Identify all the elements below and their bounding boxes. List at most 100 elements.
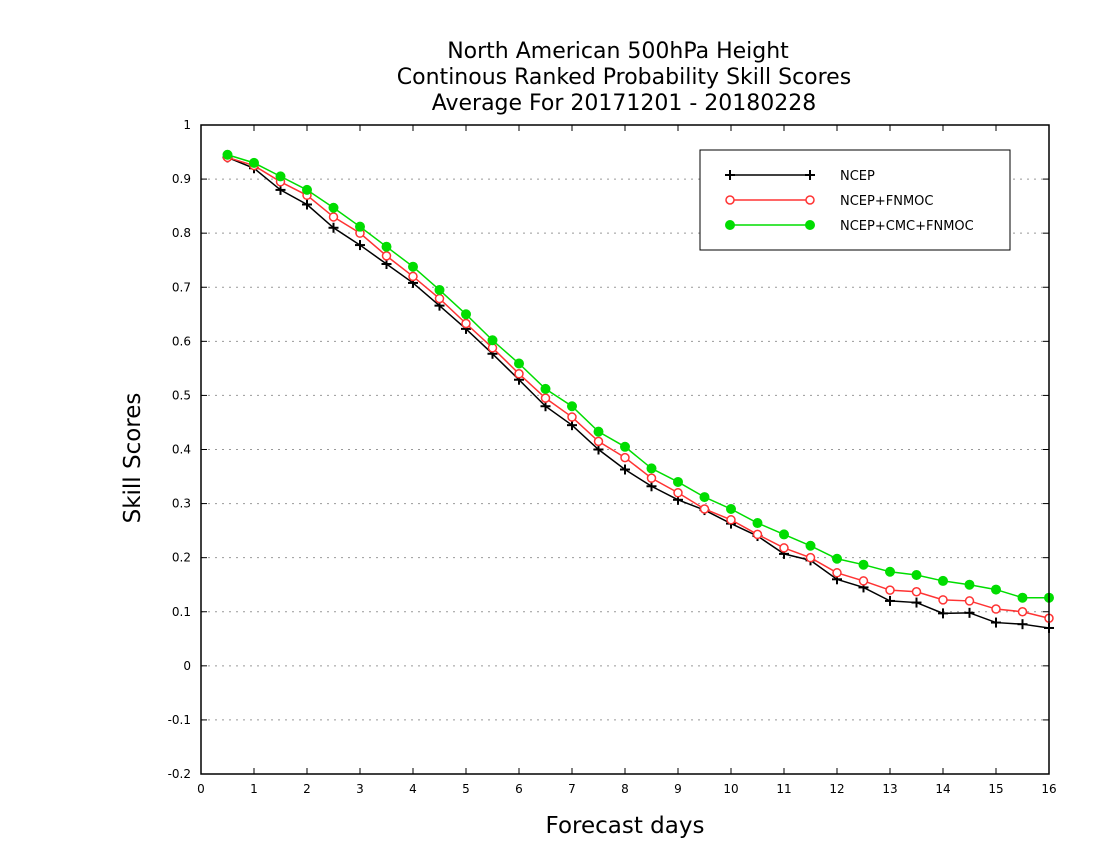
data-point [540,393,551,403]
y-tick-label: 0.7 [172,280,191,294]
y-tick-label: 0.8 [172,226,191,240]
data-point [275,171,286,182]
legend-marker [805,170,815,180]
data-point [938,595,948,605]
data-point [673,476,683,487]
legend-label: NCEP+CMC+FNMOC [840,219,974,234]
data-point [646,463,657,474]
data-point [514,358,524,369]
x-tick-label: 10 [723,782,738,796]
x-tick-label: 13 [882,782,897,796]
data-point [885,585,895,595]
data-point [938,608,948,619]
axis-ticks: 10.90.80.70.60.50.40.30.20.10-0.1-0.20 1 2… [168,118,1057,796]
data-point [991,584,1001,595]
x-tick-label: 14 [935,782,950,796]
data-point [858,559,869,570]
data-point [646,473,657,483]
legend-marker [725,220,735,230]
data-point [355,221,365,232]
y-tick-label: 0.3 [172,497,191,511]
x-tick-label: 7 [568,782,576,796]
data-point [620,464,630,475]
data-point [752,518,763,529]
legend: NCEP NCEP+FNMOC NCEP+CMC+FNMOC [699,149,1011,251]
data-point [408,261,418,272]
data-point [911,586,922,597]
data-point [461,318,471,329]
data-point [885,566,895,577]
data-point [726,515,736,525]
x-tick-label: 9 [674,782,682,796]
data-point [832,553,842,564]
x-tick-label: 2 [303,782,311,796]
data-point [699,492,710,503]
title-line-1: North American 500hPa Height [447,39,789,64]
data-point [885,595,895,606]
title-line-3: Average For 20171201 - 20180228 [432,91,817,116]
y-tick-label: 0.4 [172,443,191,457]
data-point [434,293,445,304]
data-point [434,284,445,295]
data-point [302,199,312,210]
y-tick-label: 0.9 [172,172,191,186]
data-point [964,607,975,618]
data-point [381,241,392,252]
data-point [779,529,789,540]
y-tick-label: 0.6 [172,334,191,348]
data-point [779,543,789,553]
plot-frame [200,124,1050,775]
legend-item: NCEP [725,169,875,184]
data-point [620,441,630,452]
title-line-2: Continous Ranked Probability Skill Score… [397,65,851,90]
data-point [567,401,577,412]
y-axis-label: Skill Scores [120,393,146,524]
y-tick-label: -0.2 [168,767,191,781]
data-point [328,202,339,213]
data-point [964,596,975,606]
data-point [805,540,816,551]
x-tick-label: 0 [197,782,205,796]
data-point [540,383,551,394]
legend-label: NCEP+FNMOC [840,194,933,209]
x-tick-label: 11 [776,782,791,796]
data-point [1017,592,1028,603]
data-point [487,335,498,346]
data-point [911,569,922,580]
x-tick-label: 4 [409,782,417,796]
legend-item: NCEP+CMC+FNMOC [725,219,974,234]
data-point [461,309,471,320]
data-point [938,575,948,586]
data-point [699,504,710,514]
data-point [726,503,736,514]
legend-marker [805,220,815,230]
data-point [991,617,1001,628]
legend-marker [725,170,735,180]
data-point [408,271,418,282]
y-tick-label: 0.5 [172,388,191,402]
data-point [302,184,312,195]
data-point [1017,607,1028,617]
data-point [991,604,1001,614]
data-point [540,401,551,412]
data-point [514,369,524,379]
data-point [646,481,657,492]
y-tick-label: -0.1 [168,713,191,727]
legend-item: NCEP+FNMOC [725,194,933,209]
data-point [593,436,604,447]
data-point [567,420,577,431]
data-point [593,444,604,455]
data-point [911,597,922,608]
data-point [381,258,392,269]
series-ncep-fnmoc [222,152,1054,623]
x-tick-label: 12 [829,782,844,796]
x-tick-label: 15 [988,782,1003,796]
data-point [752,529,763,540]
chart-title: North American 500hPa Height Continous R… [397,39,851,116]
x-tick-label: 16 [1041,782,1056,796]
data-point [964,579,975,590]
x-tick-label: 1 [250,782,258,796]
data-point [620,452,630,463]
x-tick-label: 5 [462,782,470,796]
data-point [832,568,842,578]
